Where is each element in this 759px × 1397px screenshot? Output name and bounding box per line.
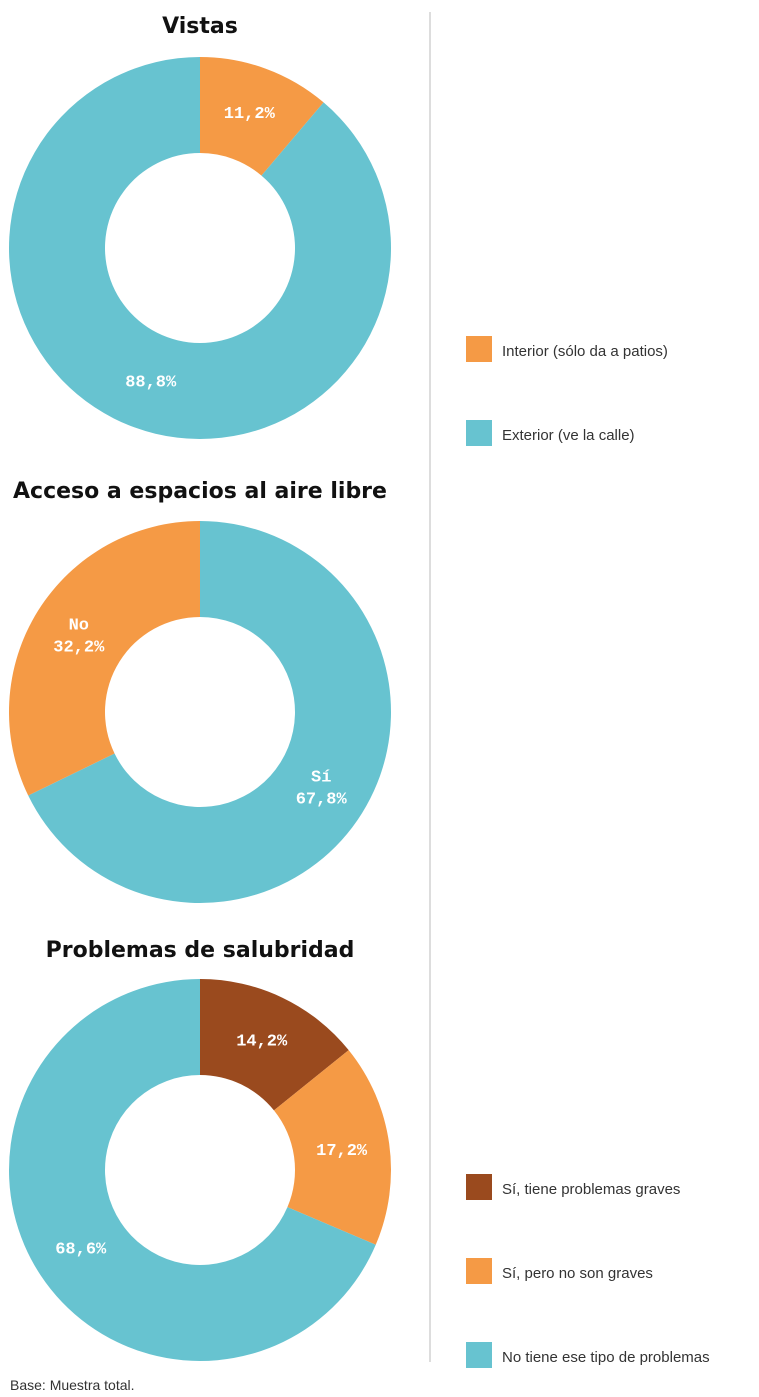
legend-label: Interior (sólo da a patios) — [502, 343, 668, 360]
data-label: 67,8% — [296, 790, 348, 809]
legend-label: No tiene ese tipo de problemas — [502, 1349, 710, 1366]
data-label: 68,6% — [55, 1240, 107, 1259]
chart-title: Vistas — [162, 14, 238, 39]
slice-name: Sí — [311, 768, 331, 787]
legend-swatch — [466, 420, 492, 446]
legend-label: Exterior (ve la calle) — [502, 427, 635, 444]
donut-slice — [8, 57, 392, 439]
data-label: 17,2% — [316, 1142, 368, 1161]
legend-label: Sí, tiene problemas graves — [502, 1181, 680, 1198]
chart-title: Problemas de salubridad — [46, 938, 355, 963]
donut-slice — [200, 57, 324, 176]
chart-title: Acceso a espacios al aire libre — [13, 479, 387, 504]
data-label: 32,2% — [53, 639, 105, 658]
legend-label: Sí, pero no son graves — [502, 1265, 653, 1282]
data-label: 11,2% — [224, 105, 276, 124]
legend-swatch — [466, 1258, 492, 1284]
donut-slice — [273, 1050, 391, 1245]
legend-swatch — [466, 336, 492, 362]
legend-swatch — [466, 1174, 492, 1200]
data-label: 14,2% — [236, 1032, 288, 1051]
donut-slice — [28, 521, 391, 903]
data-label: 88,8% — [125, 374, 177, 393]
legend-swatch — [466, 1342, 492, 1368]
footnote: Base: Muestra total. — [10, 1377, 135, 1393]
slice-name: No — [69, 617, 89, 636]
donut-slice — [8, 521, 200, 796]
donut-slice — [8, 979, 376, 1362]
donut-slice — [200, 979, 349, 1111]
